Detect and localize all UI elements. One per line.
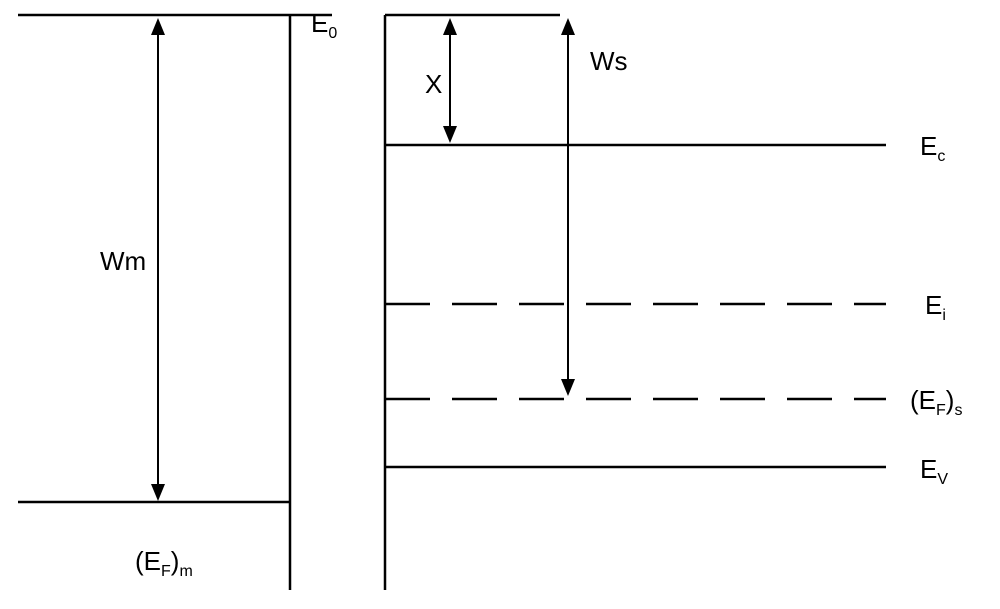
svg-text:(EF)m: (EF)m: [135, 546, 193, 580]
svg-text:EV: EV: [920, 454, 948, 488]
svg-text:Ws: Ws: [590, 46, 628, 76]
svg-text:Ei: Ei: [925, 290, 946, 324]
svg-text:X: X: [425, 69, 442, 99]
svg-text:Wm: Wm: [100, 246, 146, 276]
svg-text:Ec: Ec: [920, 131, 945, 165]
svg-text:E0: E0: [311, 8, 337, 42]
svg-text:(EF)s: (EF)s: [910, 385, 962, 419]
